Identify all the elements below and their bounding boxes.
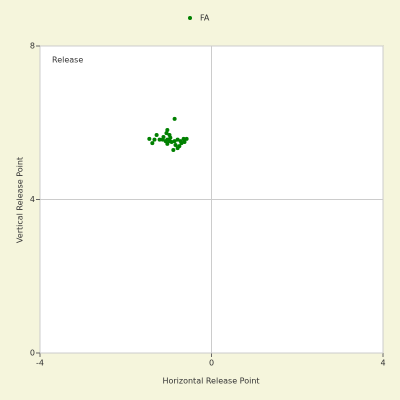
annotation: Release: [52, 56, 83, 65]
point: [150, 141, 155, 146]
point: [169, 139, 174, 144]
point: [171, 147, 176, 152]
point: [161, 134, 166, 139]
legend-label: FA: [200, 14, 210, 23]
x-tick-label: -4: [36, 359, 44, 368]
point: [157, 137, 162, 142]
point: [172, 139, 177, 144]
point: [184, 136, 189, 141]
point: [147, 136, 152, 141]
x-tick-label: 4: [380, 359, 385, 368]
x-tick-label: 0: [209, 359, 214, 368]
point: [154, 133, 159, 138]
point: [173, 143, 178, 148]
point: [177, 144, 182, 149]
point: [152, 137, 157, 142]
point: [168, 135, 173, 140]
point: [165, 141, 170, 146]
legend-marker: [188, 16, 192, 20]
point: [182, 139, 187, 144]
y-tick-label: 4: [30, 195, 35, 204]
point: [172, 116, 177, 121]
point: [181, 136, 186, 141]
point: [165, 128, 170, 133]
y-axis-label: Vertical Release Point: [16, 157, 25, 243]
point: [175, 137, 180, 142]
point: [164, 131, 169, 136]
point: [179, 141, 184, 146]
y-tick-label: 8: [30, 42, 35, 51]
y-tick-label: 0: [30, 349, 35, 358]
x-axis-label: Horizontal Release Point: [162, 377, 259, 386]
